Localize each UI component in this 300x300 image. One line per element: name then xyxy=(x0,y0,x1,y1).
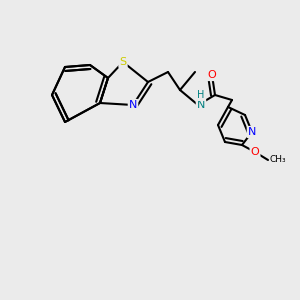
Text: O: O xyxy=(208,70,216,80)
Text: O: O xyxy=(250,147,260,157)
Text: H: H xyxy=(197,90,205,100)
Text: N: N xyxy=(129,100,137,110)
Text: N: N xyxy=(248,127,256,137)
Text: S: S xyxy=(119,57,127,67)
Text: N: N xyxy=(197,100,205,110)
Text: CH₃: CH₃ xyxy=(270,155,286,164)
